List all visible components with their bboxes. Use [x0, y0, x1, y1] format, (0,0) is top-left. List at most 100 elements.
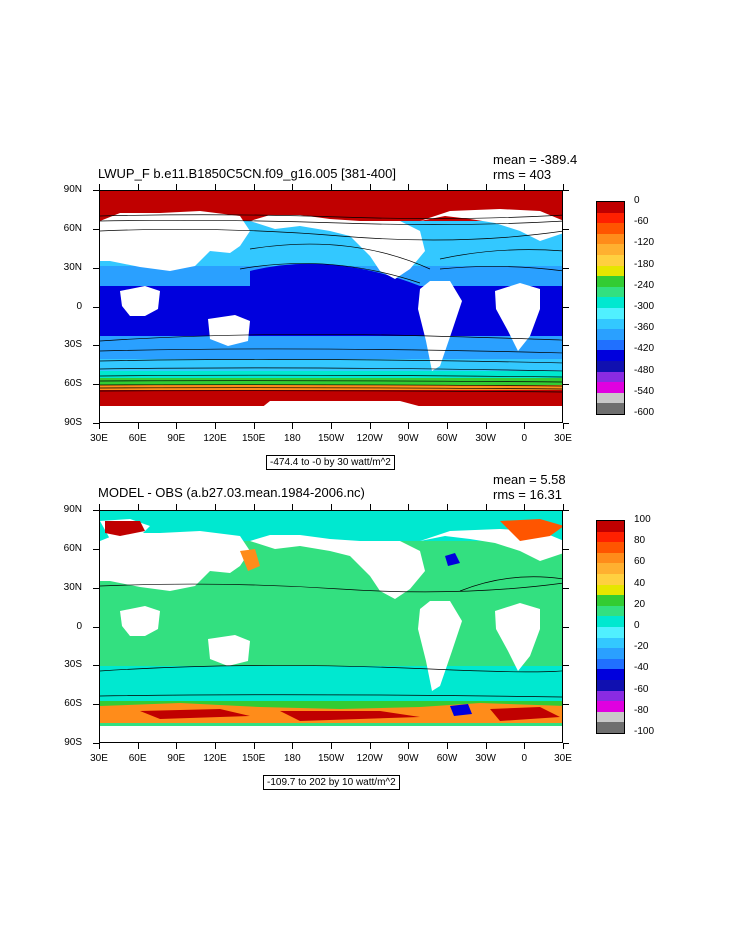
lat-label: 90S	[64, 737, 82, 748]
colorbar-segment	[597, 616, 624, 627]
colorbar-label: 40	[634, 577, 646, 589]
colorbar-segment	[597, 339, 624, 351]
colorbar-segment	[597, 392, 624, 404]
colorbar-label: -360	[634, 322, 655, 334]
lat-tick	[93, 228, 99, 230]
lat-tick	[563, 384, 569, 386]
lon-tick	[292, 504, 294, 510]
lat-tick	[563, 626, 569, 628]
top-rms: rms = 403	[493, 167, 552, 182]
lat-tick	[563, 665, 569, 667]
colorbar-segment	[597, 542, 624, 553]
lon-tick	[485, 504, 487, 510]
colorbar-segment	[597, 318, 624, 330]
lat-tick	[93, 665, 99, 667]
lat-label: 90S	[64, 417, 82, 428]
lon-tick	[563, 184, 564, 190]
lon-tick	[137, 504, 139, 510]
lon-tick	[524, 504, 526, 510]
lon-label: 60W	[436, 753, 458, 764]
lon-tick	[99, 743, 100, 749]
colorbar-segment	[597, 233, 624, 245]
lon-tick	[137, 184, 139, 190]
colorbar-label: -60	[634, 216, 649, 228]
bottom-colorbar	[596, 520, 625, 734]
bottom-rms: rms = 16.31	[493, 487, 563, 502]
lon-tick	[369, 504, 371, 510]
colorbar-segment	[597, 223, 624, 234]
lon-tick	[292, 743, 294, 749]
lat-tick	[93, 704, 99, 706]
bottom-map	[99, 510, 563, 743]
colorbar-segment	[597, 690, 624, 702]
colorbar-label: -420	[634, 343, 655, 355]
colorbar-label: 0	[634, 195, 640, 206]
colorbar-label: -100	[634, 726, 655, 737]
lon-label: 30W	[475, 753, 496, 764]
lon-label: 0	[521, 753, 528, 764]
lon-tick	[215, 743, 216, 749]
colorbar-label: 0	[634, 620, 640, 631]
lon-label: 90W	[398, 433, 419, 444]
colorbar-label: 20	[634, 598, 646, 610]
lon-tick	[408, 504, 410, 510]
lon-tick	[369, 184, 371, 190]
lon-tick	[331, 743, 332, 749]
lon-label: 60E	[128, 433, 147, 444]
lat-tick	[93, 548, 99, 550]
lat-tick	[93, 267, 99, 269]
colorbar-label: -20	[634, 641, 649, 653]
colorbar-segment	[597, 595, 624, 606]
lon-tick	[408, 423, 410, 429]
lat-tick	[93, 423, 99, 424]
lon-tick	[563, 423, 564, 429]
lon-tick	[99, 184, 100, 190]
lon-label: 90W	[398, 753, 419, 764]
colorbar-label: 100	[634, 514, 651, 525]
colorbar-label: 60	[634, 556, 646, 568]
lon-label: 150E	[241, 433, 266, 444]
lat-label: 30S	[64, 659, 82, 671]
colorbar-segment	[597, 286, 624, 298]
lat-tick	[93, 510, 99, 511]
lon-label: 150E	[241, 753, 266, 764]
colorbar-segment	[597, 679, 624, 691]
lon-tick	[447, 743, 448, 749]
lat-label: 0	[76, 620, 82, 632]
lat-label: 0	[76, 300, 82, 312]
lon-label: 30E	[90, 433, 108, 444]
lon-label: 30E	[554, 433, 572, 444]
lon-tick	[447, 184, 448, 190]
lat-tick	[563, 510, 569, 511]
colorbar-segment	[597, 552, 624, 564]
lat-tick	[563, 190, 569, 191]
colorbar-segment	[597, 297, 624, 308]
colorbar-segment	[597, 276, 624, 287]
top-range-label: -474.4 to -0 by 30 watt/m^2	[266, 455, 395, 470]
colorbar-label: -480	[634, 364, 655, 376]
lon-label: 30E	[554, 753, 572, 764]
colorbar-label: 80	[634, 535, 646, 547]
lon-tick	[253, 184, 255, 190]
lat-tick	[93, 306, 99, 308]
colorbar-label: -300	[634, 301, 655, 312]
lon-tick	[176, 184, 178, 190]
lon-tick	[447, 504, 448, 510]
colorbar-segment	[597, 573, 624, 585]
lat-tick	[93, 587, 99, 589]
lat-label: 60S	[64, 698, 82, 710]
lon-tick	[485, 184, 487, 190]
lat-label: 60S	[64, 378, 82, 390]
colorbar-segment	[597, 648, 624, 659]
lon-tick	[331, 423, 332, 429]
lat-tick	[563, 743, 569, 744]
lat-tick	[563, 306, 569, 308]
lon-tick	[369, 423, 371, 429]
top-map-field	[100, 191, 562, 422]
colorbar-segment	[597, 212, 624, 224]
colorbar-label: -180	[634, 258, 655, 270]
lon-tick	[524, 423, 526, 429]
lon-label: 180	[283, 753, 301, 764]
lon-tick	[137, 743, 139, 749]
lon-tick	[253, 504, 255, 510]
